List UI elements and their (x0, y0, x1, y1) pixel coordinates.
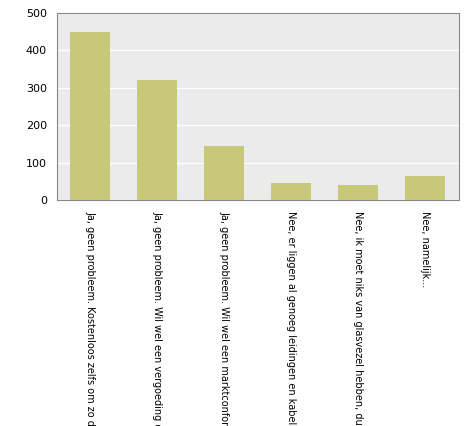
Bar (70, 32, 110, 200)
Bar (204, 146, 245, 200)
Bar (271, 183, 311, 200)
Bar (137, 80, 177, 200)
Bar (405, 176, 446, 200)
Bar (338, 185, 378, 200)
